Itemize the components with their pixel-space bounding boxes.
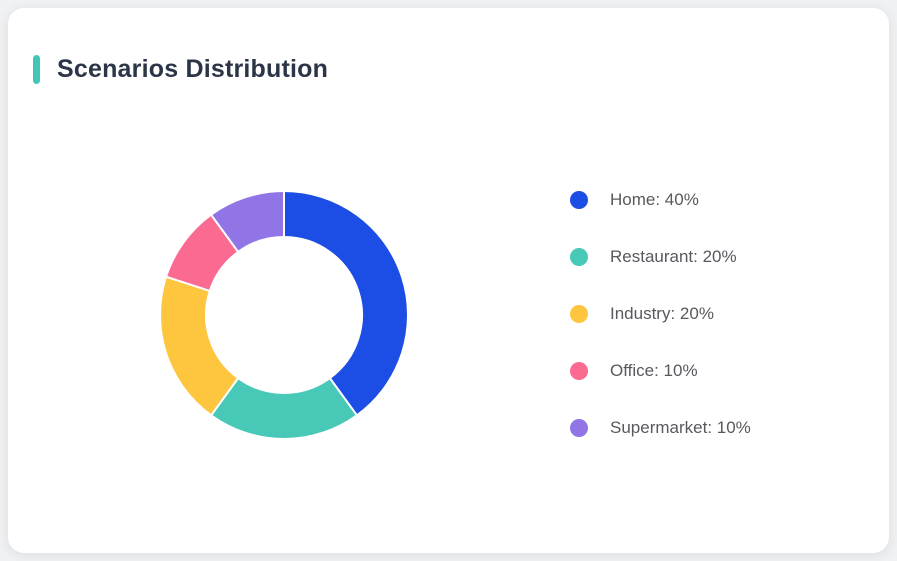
legend-item-home[interactable]: Home: 40% bbox=[570, 190, 751, 209]
legend-item-restaurant[interactable]: Restaurant: 20% bbox=[570, 247, 751, 266]
scenarios-distribution-card: Scenarios Distribution Home: 40% Restaura… bbox=[8, 8, 889, 553]
legend-marker-icon bbox=[570, 248, 588, 266]
legend-label: Restaurant: 20% bbox=[610, 247, 737, 266]
legend-marker-icon bbox=[570, 191, 588, 209]
legend-item-industry[interactable]: Industry: 20% bbox=[570, 304, 751, 323]
donut-chart-svg bbox=[159, 190, 409, 440]
legend-label: Supermarket: 10% bbox=[610, 418, 751, 437]
legend-item-office[interactable]: Office: 10% bbox=[570, 361, 751, 380]
donut-segment-supermarket[interactable] bbox=[210, 190, 285, 253]
legend-label: Home: 40% bbox=[610, 190, 699, 209]
donut-segment-industry[interactable] bbox=[159, 275, 240, 417]
donut-segment-home[interactable] bbox=[283, 190, 409, 417]
card-header: Scenarios Distribution bbox=[33, 55, 328, 84]
legend-label: Industry: 20% bbox=[610, 304, 714, 323]
legend-label: Office: 10% bbox=[610, 361, 698, 380]
title-accent-bar bbox=[33, 55, 40, 84]
chart-legend: Home: 40% Restaurant: 20% Industry: 20% Off… bbox=[570, 190, 751, 437]
legend-marker-icon bbox=[570, 419, 588, 437]
card-title: Scenarios Distribution bbox=[57, 55, 329, 83]
donut-chart bbox=[159, 190, 409, 440]
legend-marker-icon bbox=[570, 362, 588, 380]
legend-item-supermarket[interactable]: Supermarket: 10% bbox=[570, 418, 751, 437]
donut-segment-restaurant[interactable] bbox=[210, 377, 358, 440]
legend-marker-icon bbox=[570, 305, 588, 323]
